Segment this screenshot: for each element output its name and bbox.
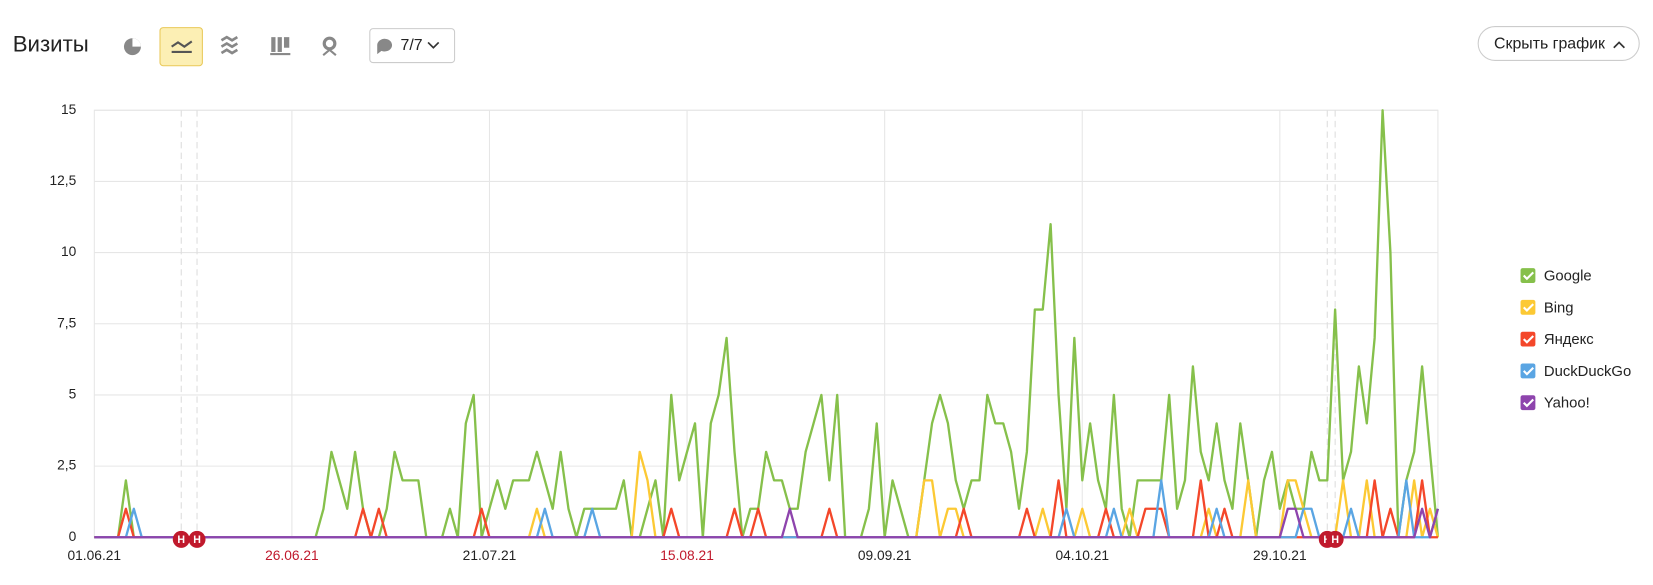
chevron-up xyxy=(1613,41,1625,49)
legend-label: Bing xyxy=(1544,300,1574,316)
annotation-label: Н xyxy=(1331,534,1339,546)
legend-label: Yahoo! xyxy=(1544,396,1590,412)
x-tick-label: 26.06.21 xyxy=(265,548,319,563)
legend-checkbox xyxy=(1520,299,1536,315)
legend-label: Google xyxy=(1544,269,1592,285)
legend-item[interactable]: Yahoo! xyxy=(1520,395,1590,412)
x-tick-label: 29.10.21 xyxy=(1253,548,1307,563)
x-tick-label: 04.10.21 xyxy=(1055,548,1109,563)
line-view-button[interactable] xyxy=(159,27,203,67)
hide-chart-label: Скрыть график xyxy=(1494,36,1606,53)
bar-view-button[interactable] xyxy=(270,37,291,56)
legend-checkbox xyxy=(1520,331,1536,347)
chevron-down xyxy=(427,41,440,49)
y-tick-label: 7,5 xyxy=(57,315,76,330)
report-title: Визиты xyxy=(13,31,89,56)
legend-item[interactable]: Bing xyxy=(1520,299,1574,316)
annotation-marker xyxy=(188,530,206,548)
legend-check xyxy=(1522,398,1535,408)
legend-check xyxy=(1522,271,1535,281)
annotation-label: Н xyxy=(177,534,185,546)
annotation-label: Н xyxy=(193,534,201,546)
legend-item[interactable]: Яндекс xyxy=(1520,331,1595,348)
legend-item[interactable]: DuckDuckGo xyxy=(1520,363,1632,380)
y-tick-label: 15 xyxy=(61,102,77,117)
legend-check xyxy=(1522,366,1535,376)
x-tick-label: 21.07.21 xyxy=(463,548,517,563)
legend-check xyxy=(1522,303,1535,313)
legend-checkbox xyxy=(1520,268,1536,283)
y-tick-label: 5 xyxy=(69,387,77,402)
legend-check xyxy=(1522,335,1535,344)
y-tick-label: 0 xyxy=(69,529,77,544)
area-view-button[interactable] xyxy=(220,35,239,55)
legend-checkbox xyxy=(1520,395,1536,411)
filter-button[interactable] xyxy=(369,28,456,64)
hide-chart-button[interactable] xyxy=(1477,26,1640,61)
legend-label: Яндекс xyxy=(1544,332,1594,348)
y-tick-label: 2,5 xyxy=(57,458,76,473)
pie-view-button[interactable] xyxy=(123,38,141,56)
legend-checkbox xyxy=(1520,363,1536,379)
legend-label: DuckDuckGo xyxy=(1544,364,1631,380)
y-tick-label: 10 xyxy=(61,244,77,259)
x-tick-label: 01.06.21 xyxy=(68,548,122,563)
x-tick-label: 09.09.21 xyxy=(858,548,912,563)
annotation-marker xyxy=(172,530,190,548)
series-line xyxy=(94,109,1440,539)
series-line xyxy=(94,479,1438,539)
map-view-button[interactable] xyxy=(322,36,337,56)
x-tick-label: 15.08.21 xyxy=(660,548,714,563)
legend-item[interactable]: Google xyxy=(1520,268,1592,285)
series-line xyxy=(94,507,1440,539)
series-line xyxy=(94,479,1440,539)
annotation-marker xyxy=(1326,530,1344,548)
y-tick-label: 12,5 xyxy=(49,173,76,188)
filter-count: 7/7 xyxy=(401,37,423,54)
